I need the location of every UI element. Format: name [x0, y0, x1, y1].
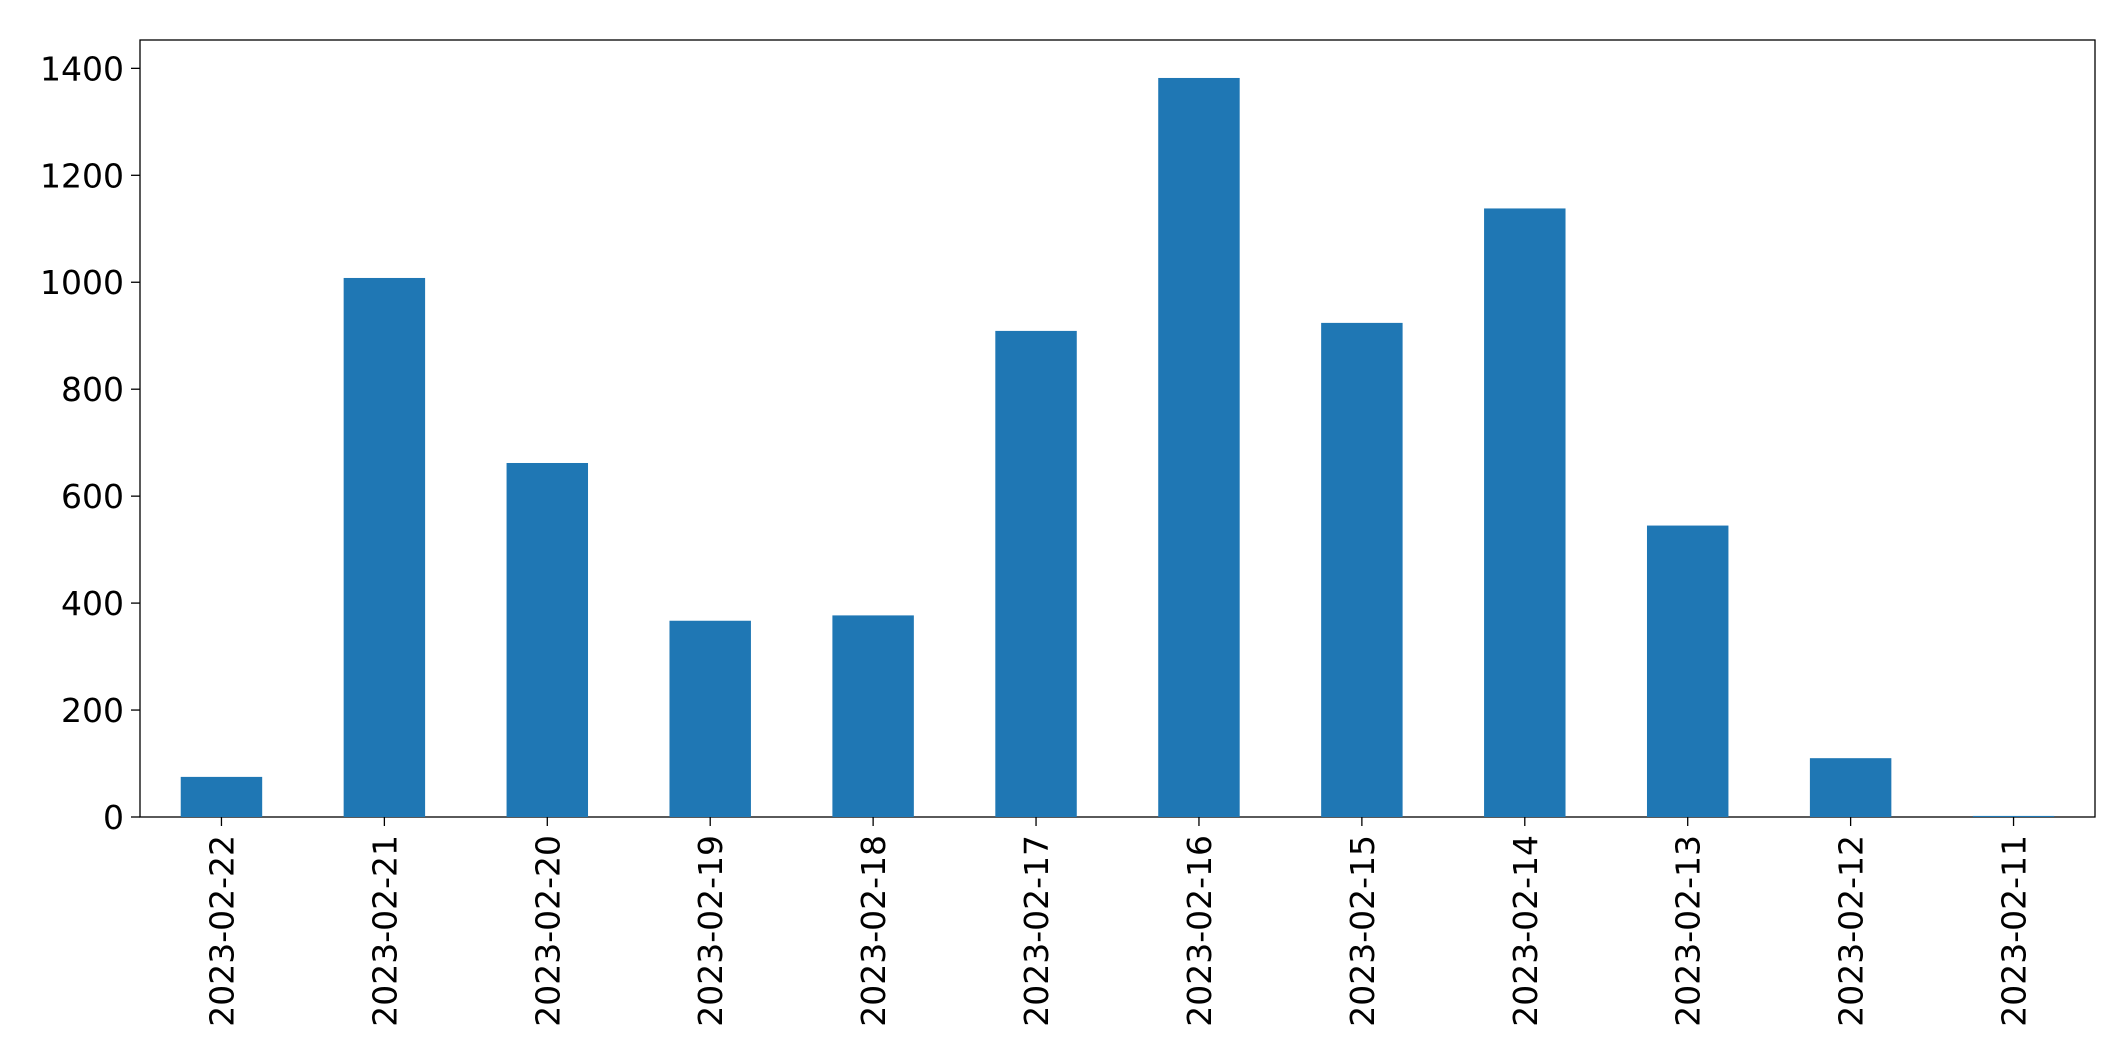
y-tick-label: 0 — [103, 798, 124, 837]
y-tick-label: 800 — [61, 370, 124, 409]
bar — [1809, 758, 1892, 817]
x-tick-label: 2023-02-16 — [1180, 835, 1219, 1027]
bar — [832, 615, 914, 817]
x-tick-label: 2023-02-13 — [1669, 835, 1708, 1027]
y-tick-label: 400 — [61, 584, 124, 623]
y-tick-label: 200 — [61, 691, 124, 730]
x-tick-label: 2023-02-11 — [1995, 835, 2034, 1027]
x-tick-label: 2023-02-22 — [202, 835, 241, 1027]
y-tick-label: 1200 — [40, 156, 124, 195]
bar — [1646, 525, 1729, 817]
x-tick-label: 2023-02-14 — [1506, 835, 1545, 1027]
x-tick-label: 2023-02-18 — [854, 835, 893, 1027]
bar — [995, 330, 1077, 817]
x-tick-label: 2023-02-12 — [1832, 835, 1871, 1027]
x-tick-label: 2023-02-20 — [528, 835, 567, 1027]
plot-frame — [139, 39, 2096, 818]
bar — [1158, 77, 1240, 817]
y-tick-label: 600 — [61, 477, 124, 516]
y-tick-label: 1400 — [40, 49, 124, 88]
x-tick-label: 2023-02-17 — [1017, 835, 1056, 1027]
bar — [1321, 322, 1403, 817]
x-tick-label: 2023-02-21 — [365, 835, 404, 1027]
bar — [1484, 208, 1566, 817]
x-tick-label: 2023-02-15 — [1343, 835, 1382, 1027]
x-tick-label: 2023-02-19 — [691, 835, 730, 1027]
bar — [506, 462, 589, 817]
bar — [180, 776, 263, 817]
bar — [669, 620, 751, 817]
bar — [1972, 815, 2055, 817]
y-tick-label: 1000 — [40, 263, 124, 302]
bar — [343, 277, 426, 817]
